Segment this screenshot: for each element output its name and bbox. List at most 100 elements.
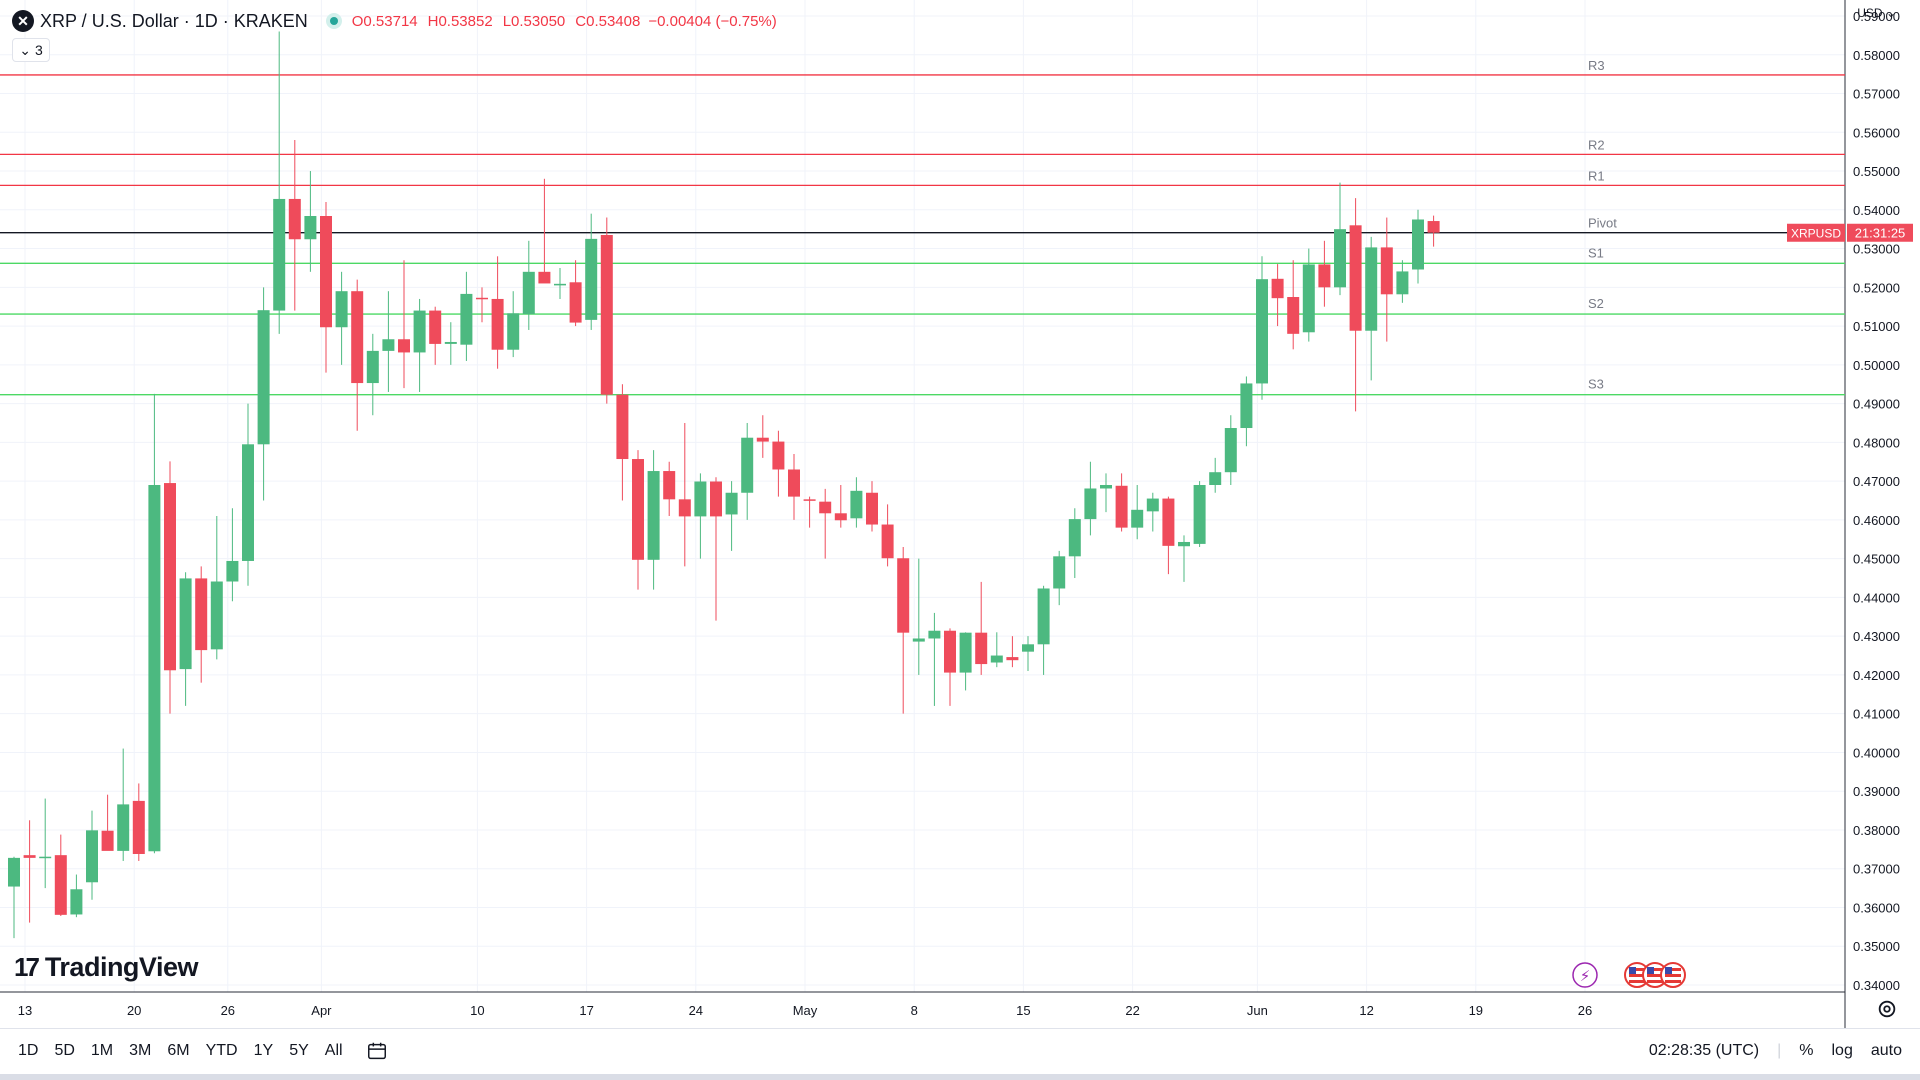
candle [1022, 636, 1034, 672]
candle-body [850, 490, 863, 519]
candle-body [1318, 264, 1331, 288]
candle [70, 874, 83, 918]
indicators-toggle-button[interactable]: ⌄ 3 [12, 38, 50, 62]
candle-body [1162, 498, 1175, 546]
candle-body [1037, 588, 1050, 645]
candle-body [351, 291, 364, 384]
flag-stripe [1665, 968, 1681, 971]
auto-toggle[interactable]: auto [1870, 1042, 1902, 1059]
candle [491, 256, 504, 369]
currency-selector[interactable]: USD ⌄ [1857, 6, 1896, 20]
candle [616, 384, 629, 501]
candle-body [444, 341, 457, 344]
candle [725, 481, 738, 551]
market-status-icon[interactable] [329, 17, 338, 25]
indicator-count: 3 [34, 42, 43, 58]
lightning-glyph: ⚡ [1580, 967, 1591, 985]
candle-body [538, 271, 551, 284]
candle [335, 271, 348, 365]
candle [1365, 236, 1378, 381]
candle [585, 213, 598, 330]
range-button-1y[interactable]: 1Y [253, 1042, 274, 1059]
candle [928, 612, 941, 706]
symbol-title[interactable]: XRP / U.S. Dollar · 1D · KRAKEN [40, 10, 308, 31]
tradingview-watermark[interactable]: 17 TradingView [14, 952, 198, 983]
flag-stripe [1629, 974, 1645, 977]
candle [1209, 457, 1222, 493]
candle [663, 461, 676, 517]
candle-body [132, 800, 145, 854]
candle [803, 496, 816, 528]
candle [444, 322, 457, 365]
candle [881, 504, 894, 567]
candle-body [663, 471, 676, 500]
candle-body [413, 310, 426, 353]
brand-name: TradingView [44, 952, 199, 982]
candle-body [990, 655, 1003, 663]
candle [1256, 256, 1268, 400]
price-axis[interactable]: 0.34000 0.35000 0.36000 0.37000 0.38000 0.390… [1853, 9, 1900, 993]
candle [538, 178, 551, 284]
price-label-countdown: 21:31:25 [1855, 226, 1906, 241]
candle-body [23, 855, 36, 858]
candle [1287, 260, 1300, 350]
last-price-label: XRPUSD 21:31:25 [1787, 223, 1913, 242]
candle [210, 516, 223, 660]
candle [1240, 376, 1253, 447]
percent-toggle[interactable]: % [1799, 1042, 1814, 1059]
candle [710, 477, 722, 621]
candle-body [1209, 472, 1222, 485]
log-toggle[interactable]: log [1831, 1042, 1853, 1059]
candle [694, 473, 707, 559]
candle-body [554, 283, 566, 286]
candle-body [39, 856, 52, 859]
x-tick-label: 26 [221, 1003, 235, 1018]
xrp-logo-icon[interactable]: ✕ [12, 10, 34, 32]
x-tick-label: 10 [470, 1003, 484, 1018]
range-button-ytd[interactable]: YTD [205, 1042, 238, 1059]
utc-clock[interactable]: 02:28:35 (UTC) [1648, 1042, 1760, 1059]
candle-body [912, 638, 925, 642]
candle-body [1365, 247, 1378, 331]
candle-body [1146, 498, 1159, 512]
candle-body [881, 524, 894, 559]
x-tick-label: 19 [1469, 1003, 1483, 1018]
range-button-1m[interactable]: 1M [90, 1042, 114, 1059]
calendar-icon[interactable] [365, 1040, 389, 1062]
candle [1302, 248, 1315, 342]
candle-body [819, 501, 832, 514]
range-button-5d[interactable]: 5D [54, 1042, 75, 1059]
candle [1396, 260, 1409, 303]
candle-body [101, 830, 114, 851]
candle-body [507, 313, 520, 350]
candle [1178, 535, 1190, 582]
candle [647, 450, 660, 590]
range-button-all[interactable]: All [324, 1042, 343, 1059]
candle [741, 422, 754, 520]
candle-body [944, 630, 956, 673]
gear-icon[interactable] [1876, 998, 1898, 1020]
time-axis[interactable]: 13 20 26 Apr 10 17 24 May 8 15 22 Jun 12 19 26 [18, 1003, 1592, 1018]
y-tick-label: 0.42000 [1853, 668, 1900, 683]
range-button-3m[interactable]: 3M [129, 1042, 152, 1059]
candle-body [8, 857, 20, 887]
candle-body [710, 481, 722, 517]
candle [86, 810, 98, 900]
candle-body [320, 216, 332, 328]
candle [756, 415, 769, 458]
candle-body [1131, 509, 1144, 528]
candle [226, 508, 239, 602]
candle [148, 393, 161, 854]
tradingview-logo-icon: 17 [14, 952, 40, 982]
candle [179, 572, 192, 706]
candle [1084, 461, 1097, 536]
y-tick-label: 0.39000 [1853, 784, 1900, 799]
y-tick-label: 0.34000 [1853, 978, 1900, 993]
y-tick-label: 0.59000 [1853, 9, 1900, 24]
range-button-1d[interactable]: 1D [18, 1042, 39, 1059]
range-button-6m[interactable]: 6M [167, 1042, 190, 1059]
candle [164, 461, 176, 714]
flag-canton [1647, 967, 1654, 974]
range-button-5y[interactable]: 5Y [289, 1042, 309, 1059]
